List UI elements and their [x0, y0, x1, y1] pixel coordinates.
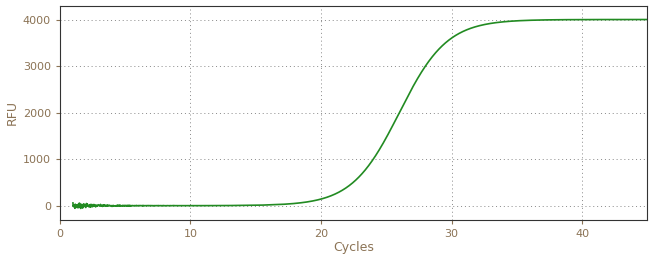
X-axis label: Cycles: Cycles — [333, 242, 374, 255]
Y-axis label: RFU: RFU — [6, 100, 18, 125]
